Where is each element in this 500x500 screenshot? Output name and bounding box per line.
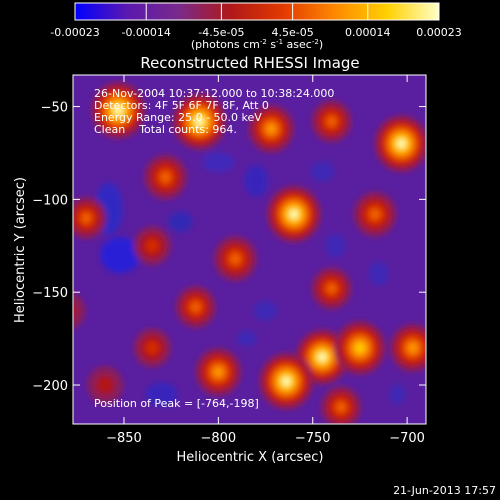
colorbar: -0.00023 -0.00014 -4.5e-05 4.5e-05 0.00014 0.…	[50, 2, 462, 51]
heatmap-emission-blob	[133, 226, 171, 266]
heatmap-emission-blob	[321, 386, 362, 424]
x-tick-label: −700	[389, 431, 425, 446]
heatmap-emission-blob	[389, 323, 426, 372]
x-tick-label: −750	[295, 431, 331, 446]
heatmap-emission-blob	[144, 154, 187, 200]
colorbar-tick-label: -0.00023	[50, 26, 99, 39]
y-axis-label: Heliocentric Y (arcsec)	[13, 177, 28, 323]
x-tick-label: −850	[106, 431, 142, 446]
heatmap-emission-blob	[195, 348, 242, 396]
colorbar-unit-label: (photons cm-2 s-1 asec-2)	[191, 38, 323, 51]
colorbar-tick-label: 0.00023	[416, 26, 462, 39]
annotation-energy-range: Energy Range: 25.0 - 50.0 keV	[94, 111, 262, 124]
heatmap-low-region	[244, 164, 269, 197]
heatmap-emission-blob	[175, 286, 216, 329]
heatmap-emission-blob	[374, 115, 426, 173]
x-axis-label: Heliocentric X (arcsec)	[177, 450, 324, 465]
heatmap-emission-blob	[73, 292, 86, 329]
y-tick-label: −150	[32, 286, 68, 301]
heatmap-image	[73, 75, 426, 424]
heatmap-emission-blob	[87, 366, 123, 404]
heatmap-low-region	[389, 384, 406, 405]
y-tick-label: −200	[32, 379, 68, 394]
x-tick-label: −800	[200, 431, 236, 446]
observation-annotations: 26-Nov-2004 10:37:12.000 to 10:38:24.000…	[94, 87, 334, 136]
heatmap-low-region	[368, 261, 389, 286]
heatmap-emission-blob	[248, 104, 295, 153]
peak-position-label: Position of Peak = [-764,-198]	[94, 397, 259, 410]
plot-frame	[72, 74, 427, 425]
heatmap-emission-blob	[133, 328, 171, 368]
heatmap-low-region	[168, 211, 193, 232]
annotation-counts: Clean Total counts: 964.	[94, 123, 237, 136]
heatmap-emission-blob	[353, 191, 397, 237]
heatmap-low-region	[310, 161, 335, 182]
heatmap-emission-blob	[334, 321, 386, 375]
heatmap-emission-blob	[91, 81, 146, 139]
chart-title: Reconstructed RHESSI Image	[140, 54, 359, 72]
heatmap-emission-blob	[311, 267, 352, 310]
colorbar-tick-label: -4.5e-05	[198, 26, 244, 39]
colorbar-tick-label: -0.00014	[121, 26, 170, 39]
y-tick-label: −100	[32, 193, 68, 208]
annotation-detectors: Detectors: 4F 5F 6F 7F 8F, Att 0	[94, 99, 269, 112]
heatmap-emission-regions	[73, 81, 426, 424]
heatmap-low-region	[100, 237, 141, 274]
heatmap-low-region	[325, 233, 346, 258]
heatmap-emission-blob	[213, 236, 257, 282]
heatmap-low-region	[145, 382, 178, 407]
annotation-time-range: 26-Nov-2004 10:37:12.000 to 10:38:24.000	[94, 87, 334, 100]
heatmap-low-region	[202, 152, 235, 173]
colorbar-gradient	[75, 3, 439, 20]
y-axis-ticks: −50 −100 −150 −200	[32, 101, 426, 394]
heatmap-emission-blob	[73, 196, 107, 239]
heatmap-emission-blob	[259, 352, 314, 410]
colorbar-tick-label: 4.5e-05	[271, 26, 313, 39]
colorbar-ticks: -0.00023 -0.00014 -4.5e-05 4.5e-05 0.00014 0.…	[50, 3, 462, 39]
heatmap-emission-blob	[311, 100, 352, 143]
heatmap-emission-blob	[172, 93, 227, 150]
colorbar-tick-label: 0.00014	[345, 26, 391, 39]
heatmap-low-region	[236, 330, 257, 347]
footer-date: 21-Jun-2013 17:57	[393, 484, 496, 497]
y-tick-label: −50	[41, 101, 68, 116]
x-axis-ticks: −850 −800 −750 −700	[106, 75, 425, 446]
heatmap-emission-blob	[266, 185, 321, 243]
heatmap-low-region	[253, 300, 278, 321]
